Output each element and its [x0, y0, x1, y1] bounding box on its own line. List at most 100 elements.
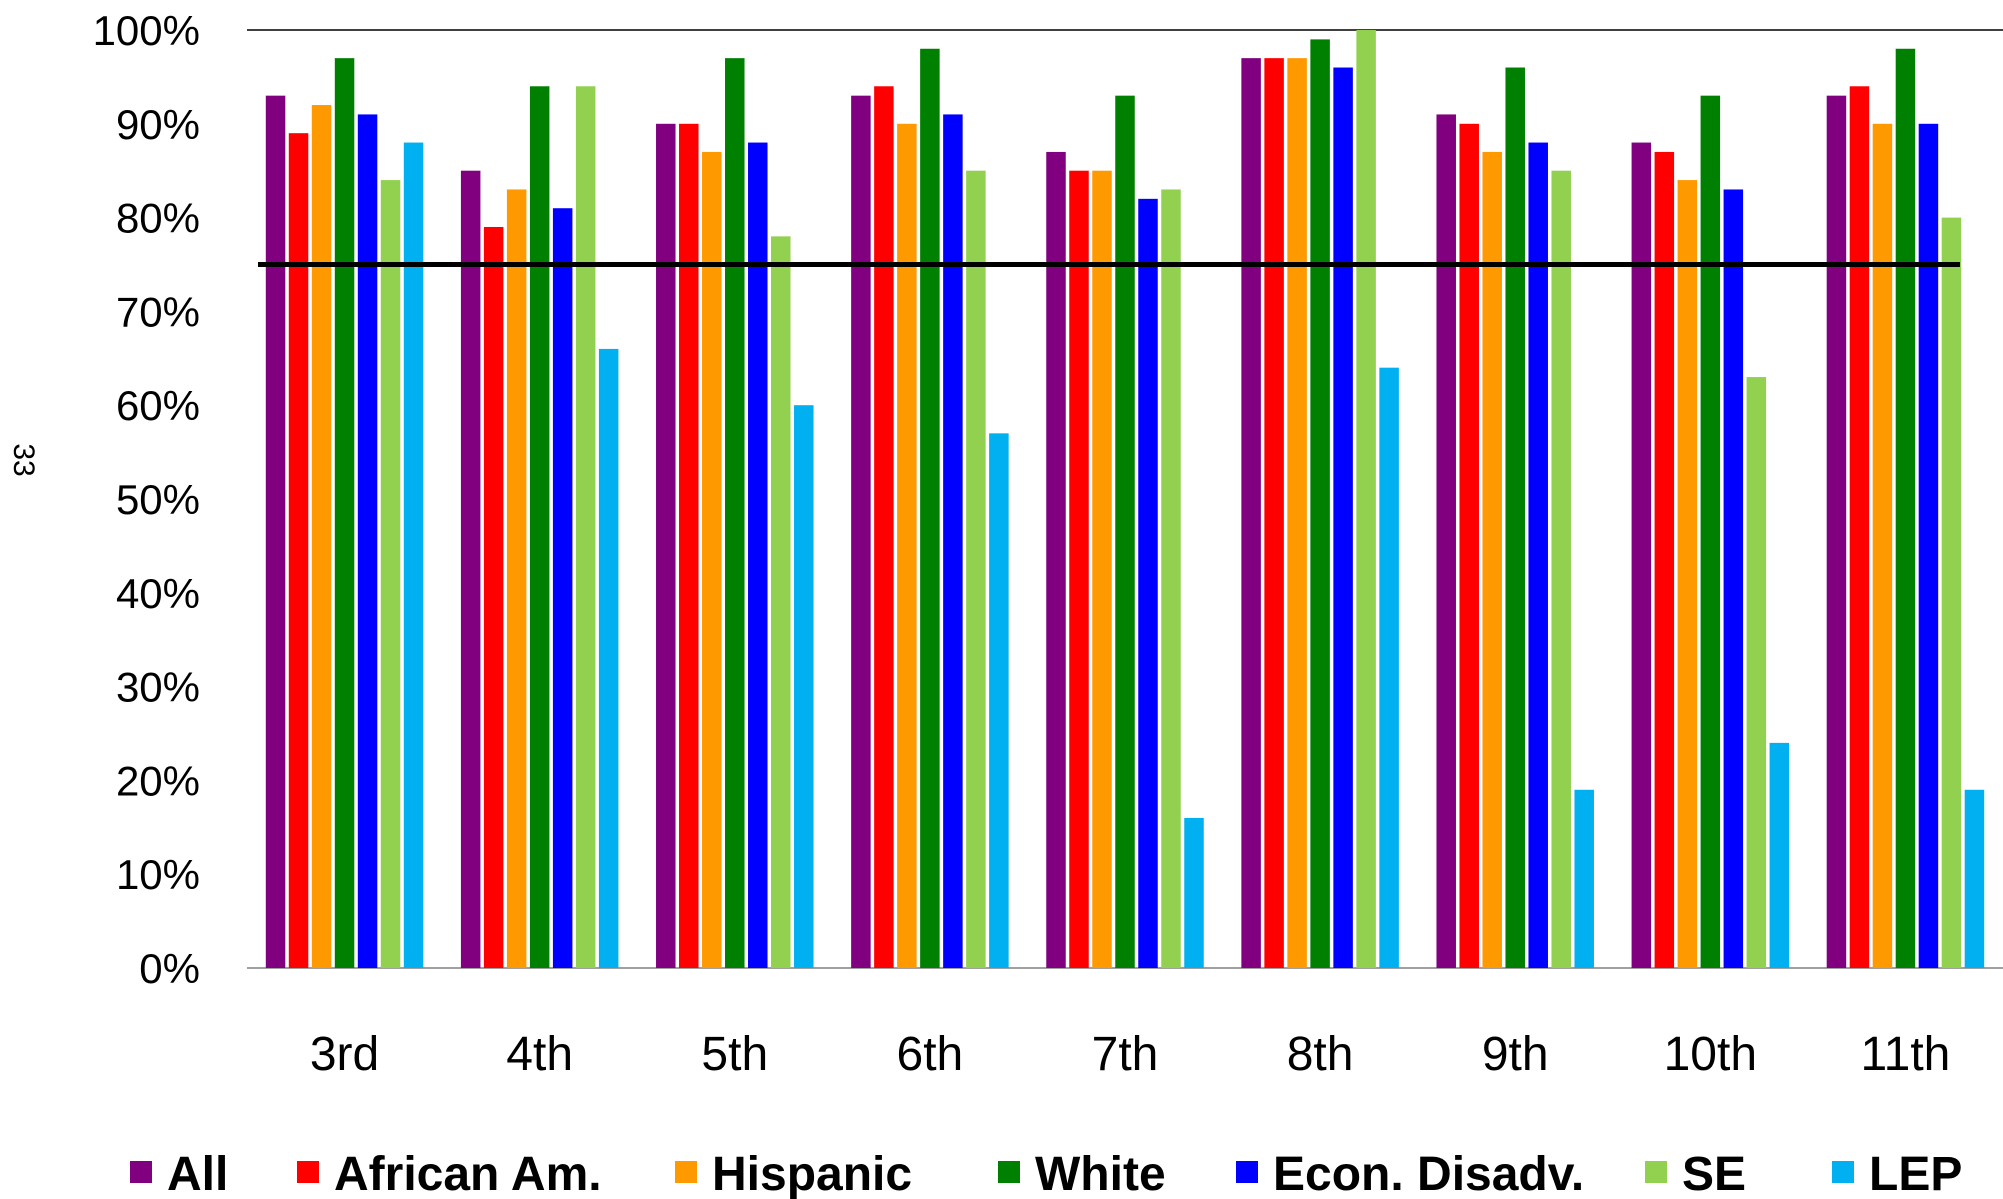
bar: [380, 180, 401, 968]
bar: [460, 170, 481, 968]
bar: [656, 123, 676, 969]
bar: [1677, 180, 1698, 968]
bar: [1941, 217, 1962, 969]
bar: [506, 189, 527, 968]
bar: [702, 151, 722, 968]
bar: [1723, 189, 1744, 968]
bar: [1241, 58, 1261, 968]
x-category-label: 3rd: [310, 1028, 379, 1081]
y-tick-label: 30%: [116, 664, 200, 711]
bar: [1654, 151, 1675, 968]
bar: [794, 405, 814, 968]
bar: [874, 86, 894, 968]
legend-label: LEP: [1869, 1148, 1962, 1199]
bar: [288, 133, 309, 968]
x-category-label: 4th: [506, 1028, 573, 1081]
bar: [1551, 170, 1571, 968]
bar: [1769, 742, 1790, 968]
x-category-label: 11th: [1861, 1028, 1951, 1081]
bar: [897, 123, 917, 969]
bar: [403, 142, 424, 968]
legend-swatch: [1832, 1161, 1854, 1183]
legend-label: White: [1035, 1148, 1166, 1199]
bar: [1459, 123, 1479, 969]
bar: [1138, 198, 1158, 969]
bar: [1700, 95, 1721, 968]
bar: [1895, 48, 1916, 968]
bar: [1746, 377, 1767, 968]
legend-swatch: [297, 1161, 319, 1183]
legend-label: SE: [1682, 1148, 1746, 1199]
y-tick-label: 10%: [116, 851, 200, 898]
bar: [334, 58, 355, 968]
bar: [943, 114, 963, 969]
bar: [1184, 817, 1204, 968]
bar: [1436, 114, 1456, 969]
bar: [1092, 170, 1112, 968]
bar: [483, 226, 504, 969]
bar: [1046, 151, 1066, 968]
bar: [265, 95, 286, 968]
bar: [989, 433, 1009, 969]
bar: [1528, 142, 1548, 968]
bar: [1161, 189, 1181, 968]
legend-swatch: [1645, 1161, 1667, 1183]
legend-label: All: [167, 1148, 228, 1199]
y-tick-label: 40%: [116, 570, 200, 617]
y-tick-label: 20%: [116, 757, 200, 804]
bar: [920, 48, 940, 968]
bar: [679, 123, 699, 969]
bar: [1849, 86, 1870, 968]
legend-swatch: [1236, 1161, 1258, 1183]
x-category-label: 9th: [1482, 1028, 1549, 1081]
bars: [258, 30, 1985, 969]
bar: [311, 105, 332, 969]
bar: [748, 142, 768, 968]
x-category-label: 8th: [1287, 1028, 1354, 1081]
bar: [357, 114, 378, 969]
bar: [598, 348, 619, 968]
bar: [1826, 95, 1847, 968]
bar: [1287, 58, 1307, 968]
bar: [1264, 58, 1284, 968]
legend-swatch: [998, 1161, 1020, 1183]
bar: [725, 58, 745, 968]
bar: [1872, 123, 1893, 969]
bar: [575, 86, 596, 968]
bar: [771, 236, 791, 969]
legend-label: Hispanic: [712, 1148, 912, 1199]
bar: [1574, 789, 1594, 968]
bar: [529, 86, 550, 968]
bar: [1964, 789, 1985, 968]
bar: [966, 170, 986, 968]
side-label: 33: [7, 443, 40, 476]
x-category-label: 10th: [1664, 1028, 1757, 1081]
bar: [1482, 151, 1502, 968]
bar: [1069, 170, 1089, 968]
bar: [1379, 367, 1399, 968]
labels: 0% 10% 20% 30% 40% 50% 60% 70% 80% 90% 100% 3rd 4th 5…: [93, 7, 1951, 1081]
bar: [1356, 30, 1376, 968]
bar: [1310, 39, 1330, 968]
legend-swatch: [130, 1161, 152, 1183]
legend: All African Am. Hispanic White Econ. Disadv.…: [130, 1148, 1962, 1199]
bar: [552, 208, 573, 969]
x-category-label: 7th: [1092, 1028, 1159, 1081]
bar: [1333, 67, 1353, 968]
y-tick-label: 80%: [116, 195, 200, 242]
y-tick-label: 60%: [116, 382, 200, 429]
bar: [1918, 123, 1939, 969]
x-category-label: 5th: [701, 1028, 768, 1081]
bar: [1631, 142, 1652, 968]
x-category-label: 6th: [897, 1028, 964, 1081]
bar: [851, 95, 871, 968]
y-tick-label: 90%: [116, 101, 200, 148]
bar: [1115, 95, 1135, 968]
y-tick-label: 50%: [116, 476, 200, 523]
legend-swatch: [675, 1161, 697, 1183]
y-tick-label: 100%: [93, 7, 200, 54]
legend-label: Econ. Disadv.: [1273, 1148, 1584, 1199]
legend-label: African Am.: [334, 1148, 602, 1199]
y-tick-label: 0%: [139, 945, 200, 992]
